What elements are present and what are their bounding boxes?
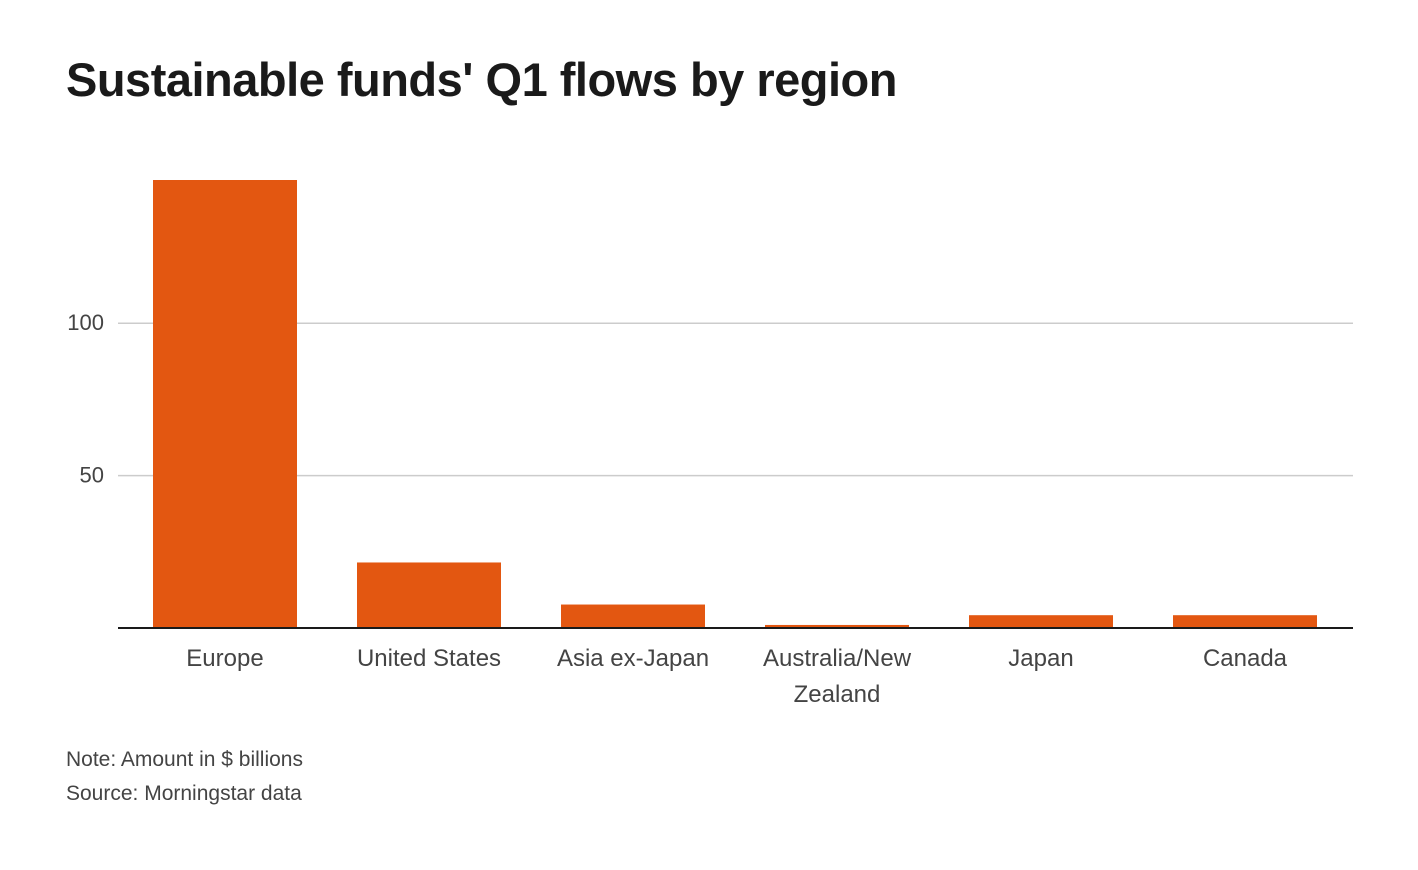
bar-5	[1173, 615, 1317, 628]
bar-0	[153, 180, 297, 628]
bar-2	[561, 604, 705, 628]
bar-3	[765, 624, 909, 628]
bar-1	[357, 562, 501, 628]
chart-source: Source: Morningstar data	[66, 782, 302, 805]
chart-title: Sustainable funds' Q1 flows by region	[66, 53, 897, 106]
y-tick-label-1: 100	[67, 310, 104, 335]
x-tick-label-1: United States	[357, 645, 501, 672]
x-tick-label-0: Europe	[186, 645, 263, 672]
y-tick-label-0: 50	[80, 463, 104, 488]
x-tick-label-5: Canada	[1203, 645, 1288, 672]
x-tick-label-2: Asia ex-Japan	[557, 645, 709, 672]
bar-chart: 50 100 Europe United States Asia ex-Japan Aus…	[67, 180, 1353, 708]
x-tick-label-4: Japan	[1008, 645, 1073, 672]
chart-note: Note: Amount in $ billions	[66, 748, 303, 771]
x-tick-label-3: Australia/New Zealand	[763, 645, 912, 708]
bar-4	[969, 615, 1113, 628]
